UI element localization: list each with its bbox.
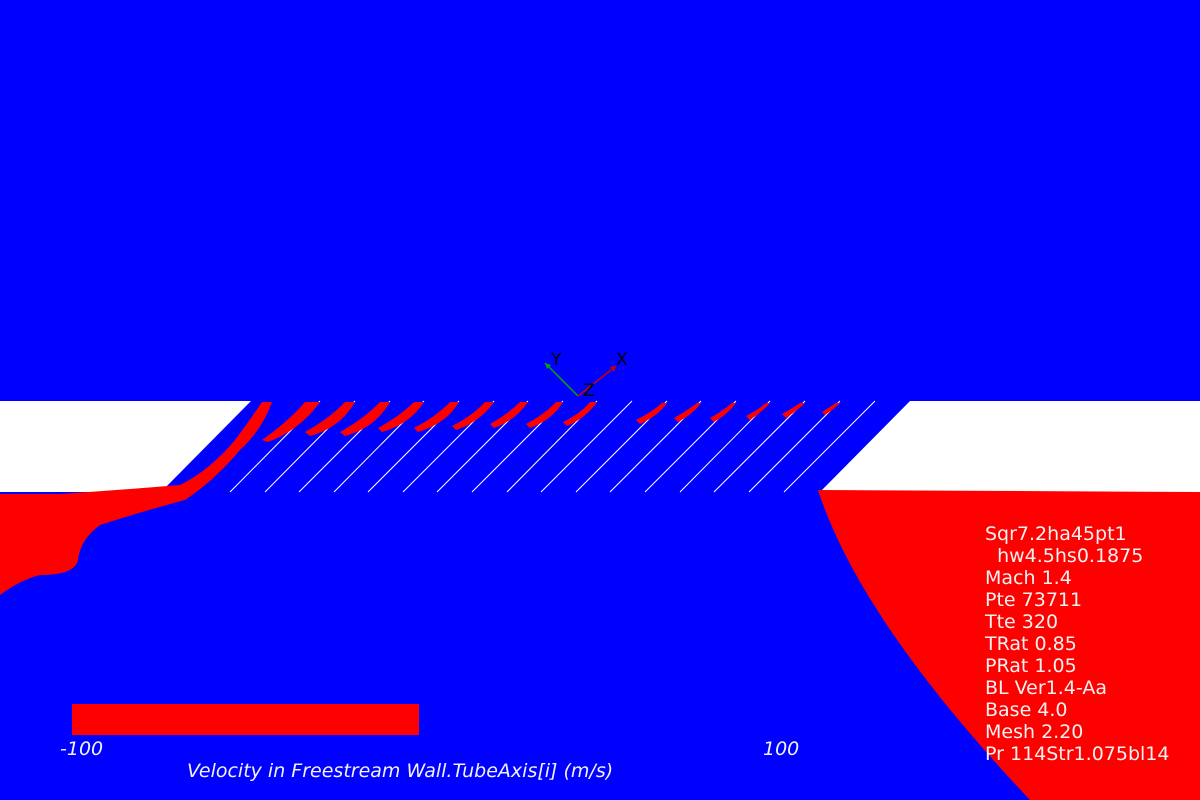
info-line-base: Base 4.0 [985,699,1068,721]
info-line-tte: Tte 320 [985,611,1059,633]
colorbar-min-label: -100 [60,738,104,760]
z-axis-label: Z [583,381,595,401]
x-axis-line [577,365,617,397]
info-line-pr: Pr 114Str1.075bl14 [985,743,1170,765]
x-axis-label: X [616,350,628,370]
hole-jets [262,402,840,442]
y-axis-label: Y [550,350,562,370]
colorbar [72,704,419,735]
info-line-case: Sqr7.2ha45pt1 [985,523,1127,545]
case-info: Sqr7.2ha45pt1 hw4.5hs0.1875 Mach 1.4 Pte… [985,523,1169,765]
y-axis-arrow [545,363,551,369]
info-line-mach: Mach 1.4 [985,567,1072,589]
info-line-prat: PRat 1.05 [985,655,1077,677]
axis-triad: Y X Z [544,350,628,401]
right-flow-region [818,490,1200,800]
x-axis-arrow [610,366,616,372]
left-wall [0,401,251,492]
info-line-pte: Pte 73711 [985,589,1083,611]
info-line-geometry: hw4.5hs0.1875 [985,545,1144,567]
colorbar-title: Velocity in Freestream Wall.TubeAxis[i] … [187,760,614,782]
right-wall [820,401,1200,492]
info-line-trat: TRat 0.85 [985,633,1077,655]
left-flow-jet [0,402,272,595]
info-line-mesh: Mesh 2.20 [985,721,1084,743]
colorbar-max-label: 100 [763,738,800,760]
y-axis-line [544,362,579,397]
info-line-bl: BL Ver1.4-Aa [985,677,1107,699]
